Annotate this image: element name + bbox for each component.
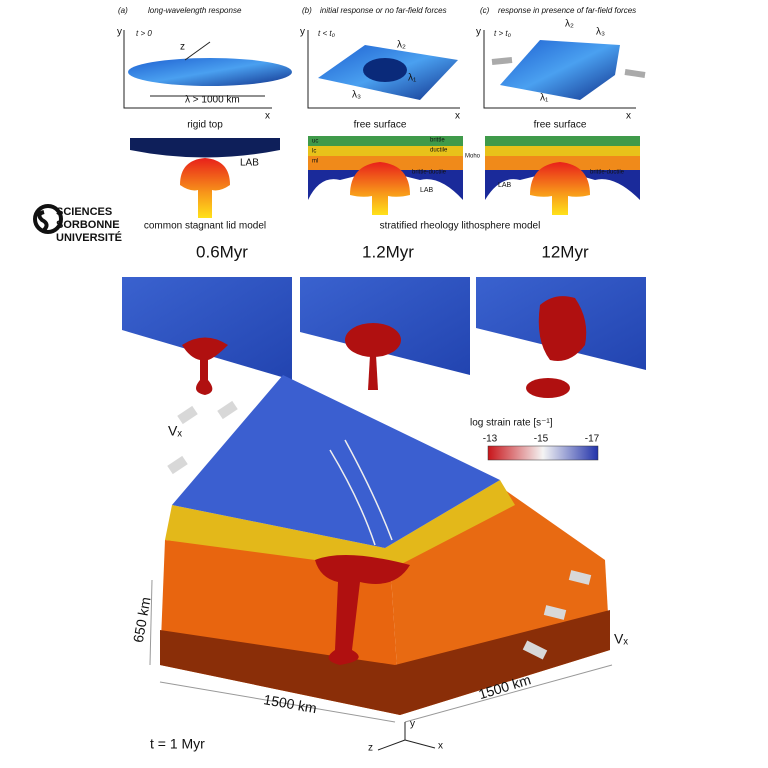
plume [530,162,590,215]
snapshot-time: 1.2Myr [362,242,414,261]
layer [308,136,463,146]
time-label: t > 0 [136,29,152,38]
lambda: λ₁ [540,93,549,104]
snapshot-time: 0.6Myr [196,242,248,261]
label: LAB [420,187,434,194]
snapshot [122,277,292,380]
time-label: t < t₀ [318,29,336,38]
plume [368,355,378,390]
caption: common stagnant lid model [144,221,266,232]
crust [165,480,515,570]
label: LAB [240,158,259,169]
lambda: λ₃ [596,27,605,38]
dimension-line [149,579,153,666]
wavelength: λ > 1000 km [185,95,240,106]
logo-mark [33,204,63,235]
axis [184,41,211,61]
axis-label: x [626,111,631,122]
axis-label: x [438,741,443,752]
plume [182,337,228,395]
label: ml [312,159,318,165]
axis-label: z [368,743,373,754]
layer [308,146,463,156]
surface [500,40,620,100]
colorbar-label: -15 [534,434,549,445]
layer [485,146,640,156]
label: free surface [354,120,407,131]
colorbar [487,445,599,461]
axis-label: y [300,27,305,38]
panel-label: (b) [302,6,312,15]
time-label: t = 1 Myr [150,736,205,752]
panel-c: (c) response in presence of far-field fo… [476,6,646,215]
lambda: λ₁ [408,73,417,84]
label: lc [312,149,316,155]
colorbar-label: -17 [585,434,600,445]
label: uc [312,139,318,145]
panel-label: (c) [480,6,490,15]
arrow [167,400,592,660]
label: free surface [534,120,587,131]
panel-a: (a) long-wavelength response y t > 0 z x… [117,6,292,232]
lid [130,138,280,158]
panel-b: (b) initial response or no far-field for… [300,6,481,215]
arrow [491,57,646,78]
dome [363,58,407,82]
lab-layer [485,170,640,200]
panel-subtitle: initial response or no far-field forces [320,6,447,15]
dimension-line [404,664,613,723]
label: brittle-ductile [590,170,625,176]
panel-label: (a) [118,6,128,15]
axis-label: x [455,111,460,122]
axes [123,30,272,109]
dimension-label: 650 km [130,596,154,644]
logo-text: SCIENCES [56,206,112,218]
logo-text: SORBONNE [56,219,120,231]
label: brittle-ductile [412,170,447,176]
axis-label: y [117,27,122,38]
snapshot-time: 12Myr [541,242,589,261]
plume [345,323,401,357]
plume [180,158,230,218]
panel-subtitle: response in presence of far-field forces [498,6,636,15]
lambda: λ₃ [352,90,361,101]
time-label: t > t₀ [494,29,512,38]
lambda: λ₂ [397,40,406,51]
label: rigid top [187,120,223,131]
axes [483,30,636,109]
shear-zone [329,439,393,546]
colorbar-title: log strain rate [s⁻¹] [470,418,553,429]
surface [128,58,292,86]
label: LAB [498,182,512,189]
layer [485,136,640,146]
axis-label: z [180,42,185,53]
plume [526,378,570,398]
plume [315,555,410,665]
axis-label: y [476,27,481,38]
colorbar-label: -13 [483,434,498,445]
lower-mantle [160,610,610,715]
label: Moho [465,154,481,160]
lab-layer [308,170,463,200]
velocity-label: Vₓ [614,631,628,647]
label: brittle [430,138,445,144]
logo-text: UNIVERSITÉ [56,231,122,244]
plume [350,162,410,215]
axes [377,722,436,751]
velocity-label: Vₓ [168,423,182,439]
axes [307,30,460,109]
caption: stratified rheology lithosphere model [380,221,541,232]
label: ductile [430,148,448,154]
axis-label: x [265,111,270,122]
logo: SCIENCES SORBONNE UNIVERSITÉ [33,204,122,244]
dimension-line [159,681,396,723]
panel-subtitle: long-wavelength response [148,6,242,15]
plume [538,296,587,361]
model [160,375,610,715]
axis-label: y [410,719,415,730]
lambda: λ₂ [565,19,574,30]
